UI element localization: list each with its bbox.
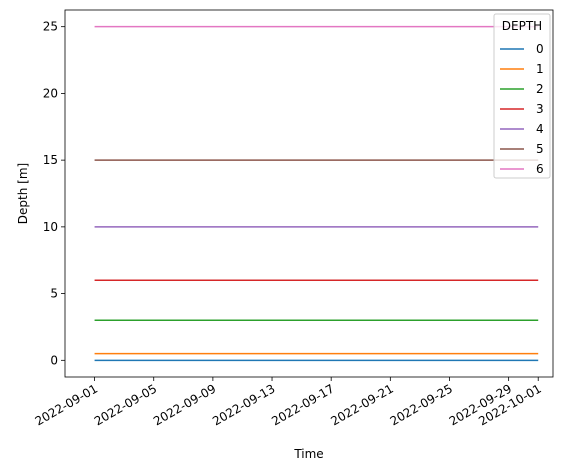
x-axis: 2022-09-012022-09-052022-09-092022-09-13… (33, 377, 544, 428)
x-tick-label: 2022-09-25 (388, 381, 455, 428)
legend-entry-5: 5 (536, 142, 544, 156)
x-tick-label: 2022-09-05 (92, 381, 159, 428)
x-axis-label: Time (293, 447, 323, 461)
axes-frame (64, 9, 554, 378)
x-tick-label: 2022-09-17 (269, 381, 336, 428)
legend-entry-3: 3 (536, 102, 544, 116)
legend-title: DEPTH (502, 19, 542, 33)
y-tick-label: 5 (50, 287, 58, 301)
y-tick-label: 10 (43, 220, 58, 234)
x-tick-label: 2022-09-21 (328, 381, 395, 428)
x-tick-label: 2022-09-09 (151, 381, 218, 428)
legend-entry-6: 6 (536, 162, 544, 176)
legend-entry-2: 2 (536, 82, 544, 96)
y-axis-label: Depth [m] (16, 163, 30, 224)
y-tick-label: 25 (43, 20, 58, 34)
legend-entry-4: 4 (536, 122, 544, 136)
x-tick-label: 2022-09-01 (33, 381, 100, 428)
y-tick-label: 15 (43, 153, 58, 167)
plot-area (94, 25, 539, 362)
legend-entry-1: 1 (536, 62, 544, 76)
legend: DEPTH 0 1 2 3 4 5 6 (493, 13, 551, 179)
legend-box (493, 13, 551, 179)
y-tick-label: 20 (43, 86, 58, 100)
y-axis: 0 5 10 15 20 25 (43, 20, 65, 367)
x-tick-label: 2022-09-13 (210, 381, 277, 428)
y-tick-label: 0 (50, 353, 58, 367)
legend-entry-0: 0 (536, 42, 544, 56)
